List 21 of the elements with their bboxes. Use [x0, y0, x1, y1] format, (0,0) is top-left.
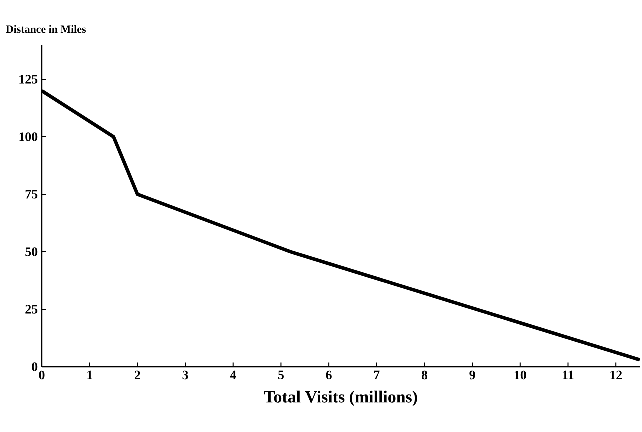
x-tick-label: 8 [422, 370, 428, 380]
y-tick-label: 50 [26, 248, 38, 256]
x-tick-label: 2 [134, 370, 140, 380]
y-tick-label: 100 [20, 132, 38, 142]
y-tick-label: 0 [32, 362, 38, 372]
y-tick-label: 75 [26, 190, 38, 199]
x-tick-label: 6 [326, 370, 332, 380]
x-tick-label: 3 [182, 370, 188, 380]
x-tick-label: 4 [230, 370, 236, 380]
x-tick-label: 7 [374, 370, 380, 380]
x-tick-label: 0 [39, 370, 45, 380]
y-axis-title: Distance in Miles [6, 25, 86, 34]
y-tick-label: 25 [26, 305, 38, 314]
x-tick-label: 9 [470, 370, 476, 380]
x-axis-title: Total Visits (millions) [264, 390, 418, 406]
y-tick-label: 125 [20, 75, 38, 84]
x-tick-label: 12 [610, 370, 622, 380]
x-tick-label: 11 [563, 370, 574, 380]
x-tick-label: 5 [278, 370, 284, 380]
x-tick-label: 1 [88, 370, 92, 380]
x-tick-label: 10 [514, 370, 526, 380]
